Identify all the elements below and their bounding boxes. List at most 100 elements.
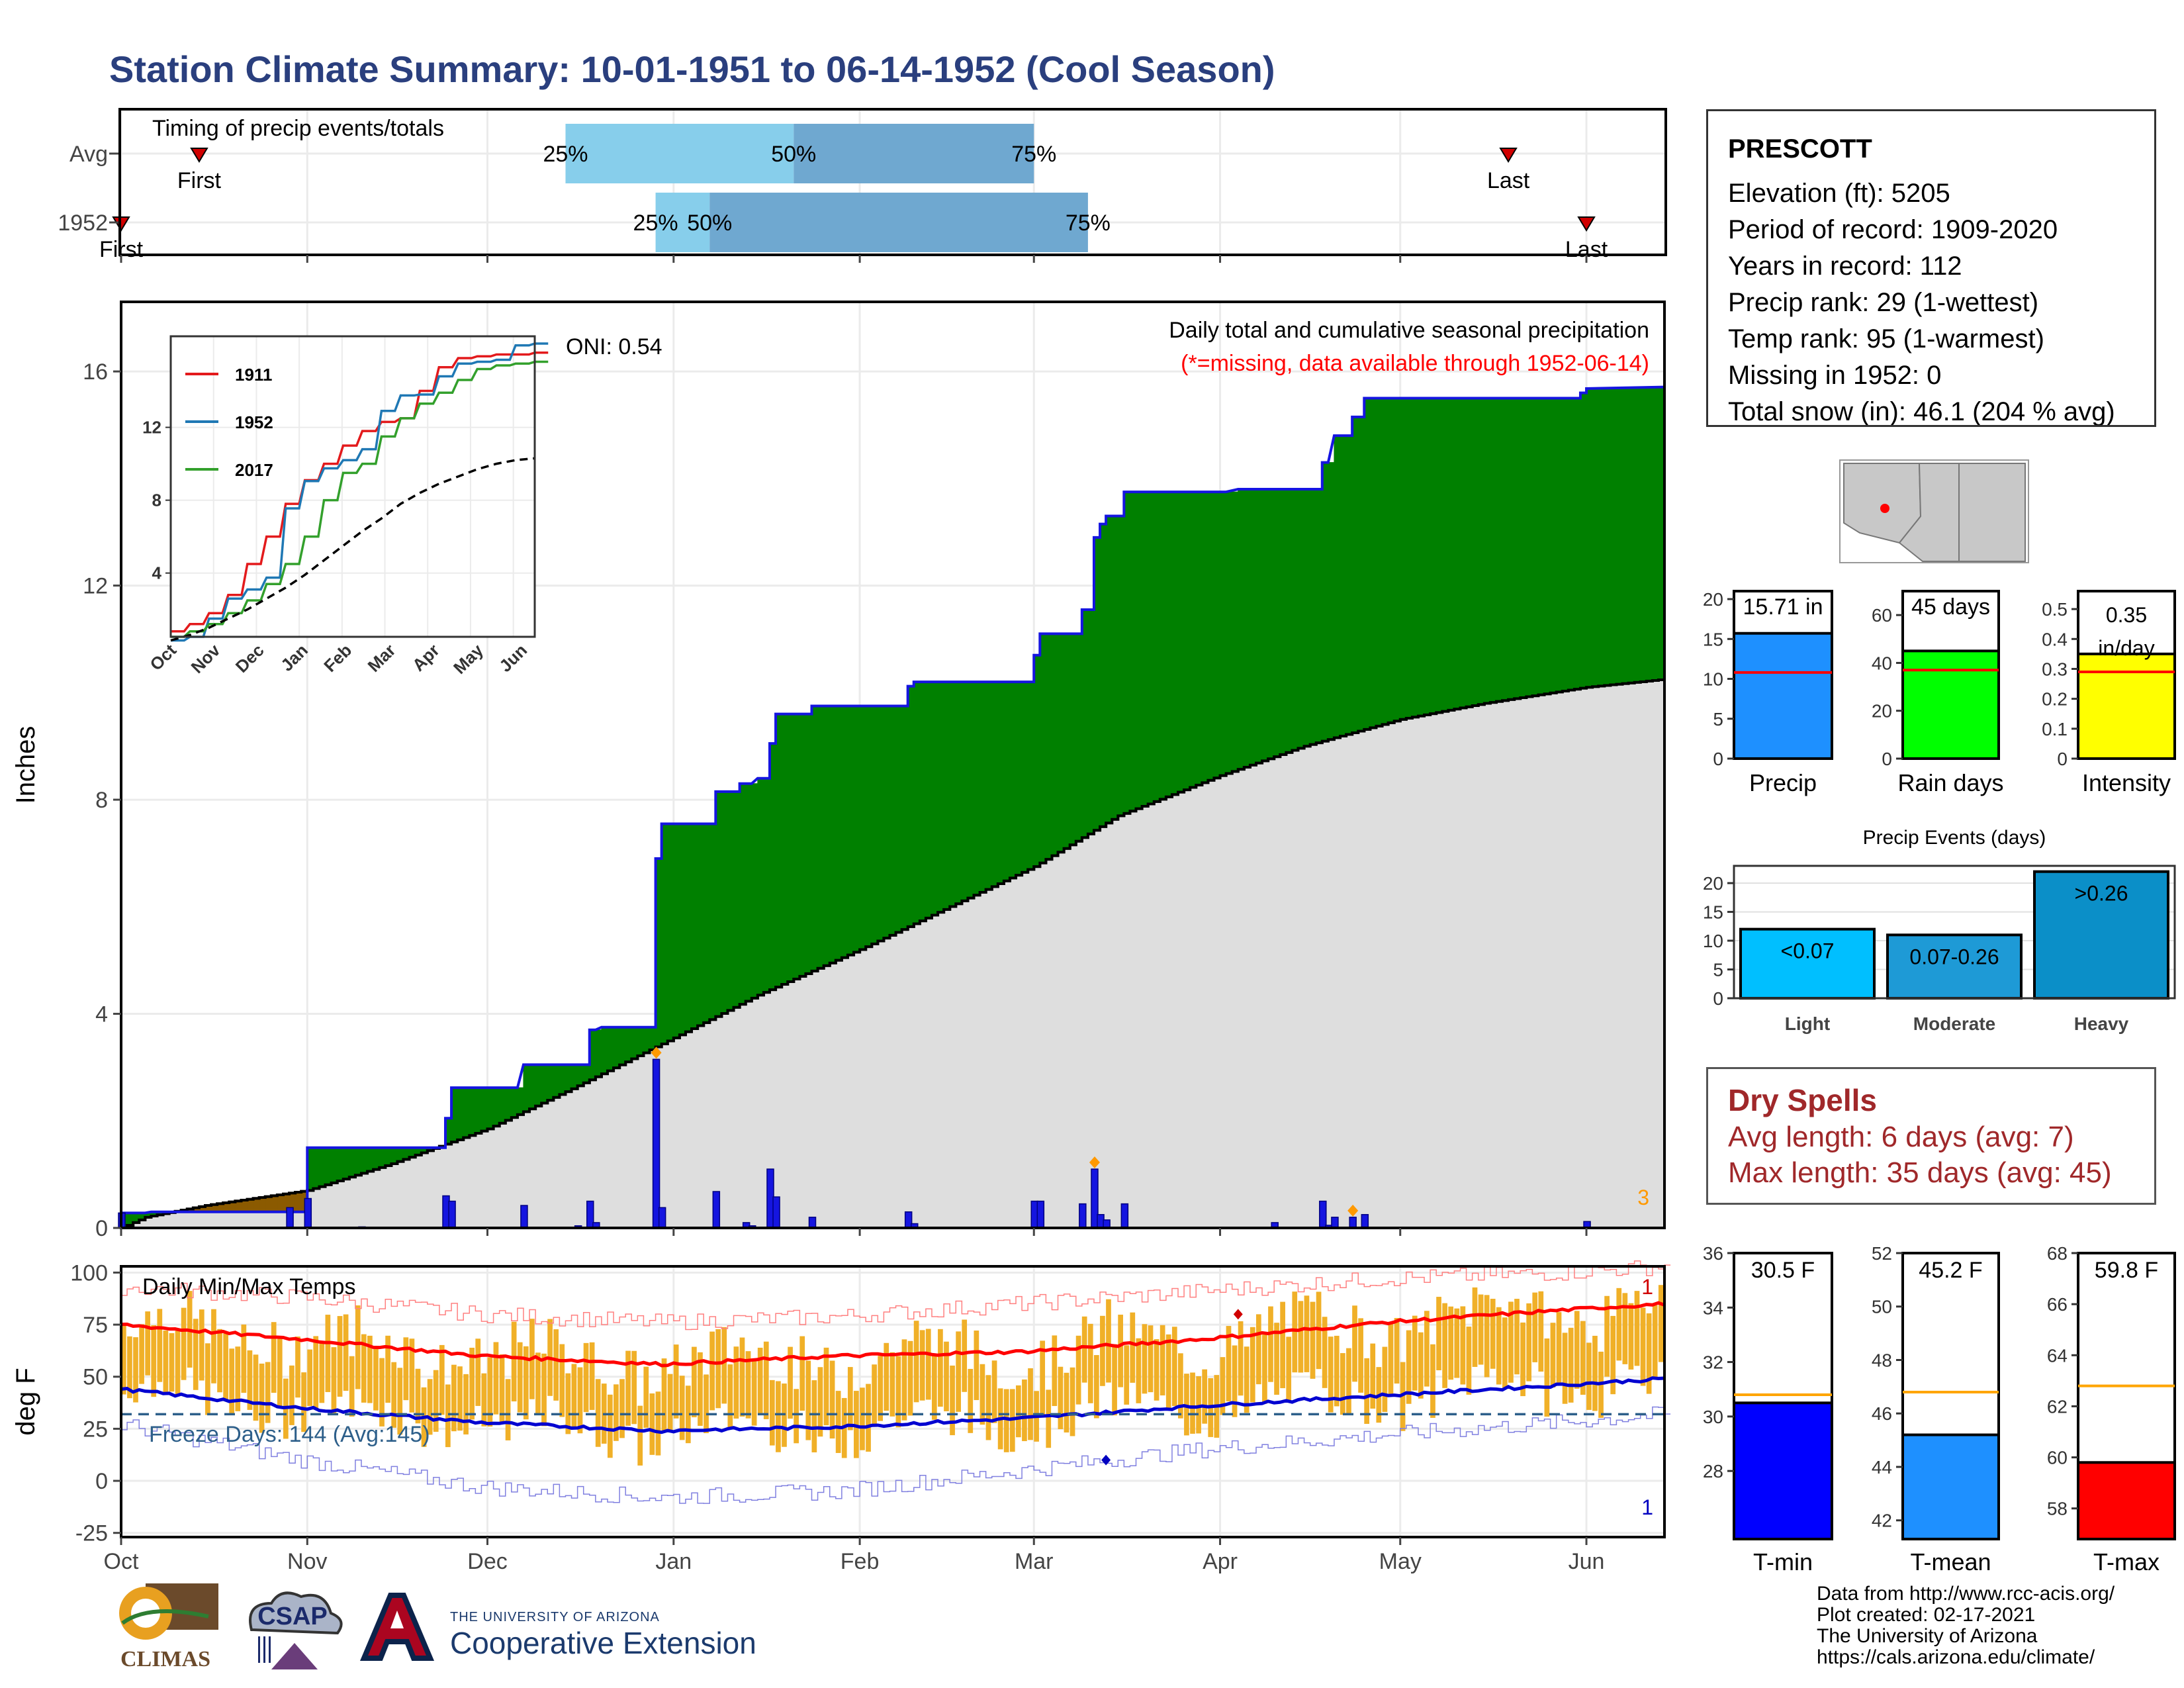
- daily-temp-bar: [1148, 1325, 1154, 1393]
- daily-precip-bar: [1319, 1200, 1327, 1229]
- oni-label: ONI: 0.54: [566, 334, 662, 359]
- daily-temp-bar: [679, 1376, 685, 1440]
- daily-temp-bar: [1328, 1336, 1334, 1413]
- daily-temp-bar: [253, 1354, 259, 1421]
- daily-temp-bar: [1052, 1335, 1058, 1407]
- daily-temp-bar: [745, 1351, 751, 1419]
- daily-temp-bar: [1658, 1285, 1664, 1362]
- daily-temp-bar: [1556, 1312, 1562, 1385]
- temp-side-y-tick-label: 36: [1703, 1243, 1723, 1264]
- temp-side-y-tick-label: 46: [1872, 1403, 1892, 1424]
- side-bar-y-tick-label: 0.2: [2042, 689, 2068, 710]
- temp-side-y-tick-label: 42: [1872, 1511, 1892, 1531]
- average-max-line: [120, 1301, 1665, 1368]
- temp-side-y-tick-label: 52: [1872, 1243, 1892, 1264]
- side-bar-y-tick-label: 60: [1872, 605, 1892, 626]
- csap-logo: CSAP: [232, 1583, 351, 1686]
- inset-legend-label: 2017: [235, 460, 273, 480]
- side-bar-y-tick-label: 10: [1703, 669, 1723, 690]
- daily-temp-bar: [1274, 1323, 1279, 1395]
- daily-temp-bar: [481, 1373, 487, 1427]
- page-title: Station Climate Summary: 10-01-1951 to 0…: [109, 48, 1275, 90]
- daily-temp-bar: [1430, 1344, 1435, 1418]
- daily-temp-bar: [1106, 1299, 1111, 1383]
- temp-side-category-label: T-min: [1753, 1548, 1813, 1575]
- station-missing: Missing in 1952: 0: [1728, 361, 1942, 390]
- daily-temp-bar: [847, 1367, 853, 1430]
- daily-temp-bar: [1628, 1303, 1634, 1370]
- daily-temp-bar: [1640, 1307, 1646, 1386]
- ua-extension-title: Cooperative Extension: [450, 1626, 756, 1660]
- daily-temp-bar: [1064, 1372, 1069, 1432]
- location-map: [1839, 459, 2029, 563]
- daily-temp-bar: [721, 1327, 727, 1404]
- daily-temp-bar: [1046, 1389, 1052, 1448]
- daily-temp-bar: [673, 1344, 679, 1419]
- daily-temp-bar: [1616, 1288, 1622, 1361]
- daily-temp-bar: [829, 1360, 835, 1439]
- daily-temp-bar: [1238, 1321, 1244, 1396]
- events-bar: [1739, 927, 1876, 1000]
- temp-side-y-tick-label: 58: [2047, 1499, 2068, 1519]
- daily-temp-bar: [163, 1330, 169, 1394]
- timing-bar-50-75: [794, 124, 1034, 183]
- daily-temp-bar: [1322, 1317, 1328, 1388]
- daily-temp-bar: [1568, 1327, 1574, 1403]
- daily-precip-bar: [304, 1197, 312, 1229]
- daily-precip-bar: [1036, 1200, 1045, 1229]
- daily-precip-bar: [808, 1217, 817, 1229]
- daily-temp-bar: [1580, 1321, 1586, 1395]
- month-label: Feb: [841, 1549, 880, 1574]
- side-bar-y-tick-label: 0: [1713, 749, 1723, 769]
- daily-temp-bar: [1406, 1330, 1412, 1404]
- inset-legend-label: 1911: [235, 365, 272, 385]
- daily-temp-bar: [295, 1336, 300, 1398]
- timing-p25-label: 25%: [543, 142, 588, 167]
- daily-temp-bar: [692, 1346, 697, 1418]
- timing-bar-25-50: [565, 124, 794, 183]
- daily-temp-bar: [1646, 1313, 1652, 1394]
- station-name: PRESCOTT: [1728, 134, 1872, 164]
- timing-first-label: First: [177, 168, 222, 193]
- timing-first-marker: [190, 148, 208, 163]
- station-precip-rank: Precip rank: 29 (1-wettest): [1728, 288, 2039, 317]
- side-bar-value-unit: in/day: [2098, 636, 2154, 660]
- station-temp-rank: Temp rank: 95 (1-warmest): [1728, 324, 2044, 353]
- daily-temp-bar: [1130, 1312, 1136, 1383]
- daily-temp-bar: [1226, 1326, 1232, 1402]
- side-bar-y-tick-label: 20: [1703, 589, 1723, 610]
- daily-temp-bar: [817, 1367, 823, 1437]
- credit-university: The University of Arizona: [1817, 1625, 2038, 1647]
- precip-y-tick-label: 8: [95, 788, 108, 813]
- side-bar-value: [1901, 649, 2000, 760]
- daily-temp-bar: [487, 1357, 493, 1427]
- temp-side-y-tick-label: 28: [1703, 1461, 1723, 1481]
- daily-temp-bar: [1298, 1301, 1304, 1373]
- daily-temp-bar: [217, 1329, 222, 1393]
- daily-temp-bar: [794, 1389, 799, 1444]
- inset-legend-label: 1952: [235, 412, 273, 432]
- inset-line-1911: [171, 352, 549, 633]
- daily-temp-bar: [301, 1372, 306, 1432]
- daily-temp-bar: [319, 1342, 325, 1403]
- daily-temp-bar: [271, 1322, 277, 1393]
- daily-temp-bar: [1003, 1389, 1009, 1452]
- snow-day-marker: [1089, 1156, 1100, 1169]
- daily-temp-bar: [823, 1347, 829, 1426]
- temp-side-y-tick-label: 62: [2047, 1396, 2068, 1417]
- daily-temp-bar: [991, 1360, 997, 1423]
- daily-temp-bar: [643, 1366, 649, 1428]
- temp-side-y-tick-label: 64: [2047, 1345, 2068, 1366]
- daily-temp-bar: [860, 1387, 865, 1450]
- daily-temp-bar: [1562, 1333, 1568, 1404]
- daily-temp-bar: [1634, 1291, 1640, 1366]
- precip-y-tick-label: 12: [83, 574, 108, 599]
- daily-temp-bar: [499, 1354, 505, 1423]
- station-years: Years in record: 112: [1728, 252, 1962, 281]
- daily-temp-bar: [289, 1365, 295, 1425]
- daily-temp-bar: [559, 1344, 565, 1417]
- daily-temp-bar: [727, 1364, 733, 1430]
- daily-temp-bar: [583, 1342, 589, 1413]
- record-marker: [1233, 1309, 1243, 1320]
